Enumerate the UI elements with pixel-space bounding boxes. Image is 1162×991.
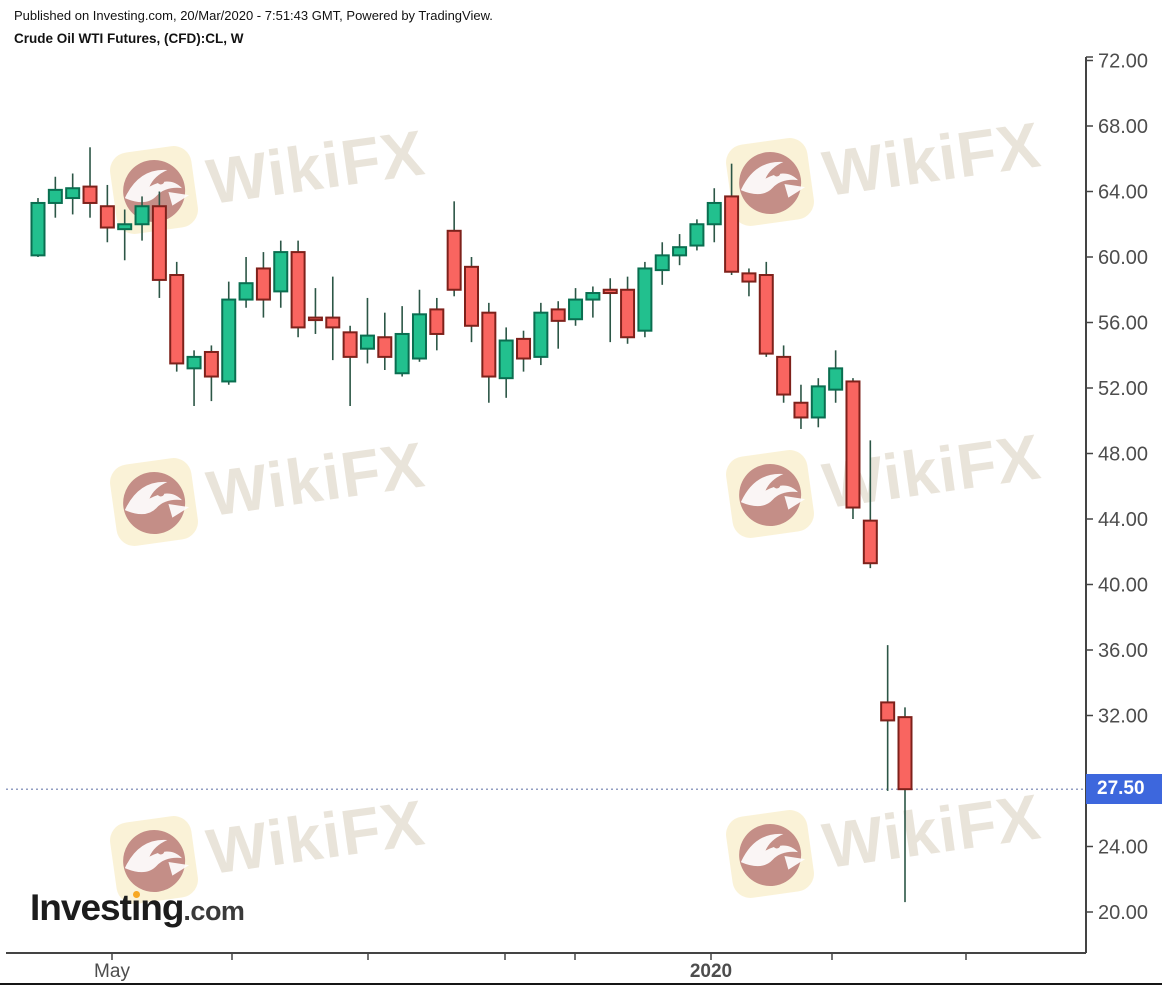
candle-body <box>620 288 636 339</box>
candle-body <box>47 188 63 204</box>
candle-body <box>342 331 358 358</box>
wikifx-watermark: WikiFX <box>107 780 430 907</box>
candle-body <box>810 385 826 419</box>
candle-body <box>65 187 81 200</box>
x-axis-label: 2020 <box>690 961 732 982</box>
candle-body <box>446 229 462 291</box>
wikifx-eagle-icon <box>726 810 814 898</box>
candle-body <box>273 251 289 293</box>
wikifx-watermark: WikiFX <box>107 110 430 237</box>
candle-body <box>776 355 792 396</box>
logo-part2: ng <box>140 887 184 928</box>
candle-body <box>533 311 549 358</box>
y-axis-tick-label: 68.00 <box>1098 116 1148 138</box>
wikifx-eagle-icon <box>110 146 198 234</box>
candle-body <box>845 380 861 509</box>
candle-body <box>186 355 202 370</box>
candle-body <box>793 401 809 419</box>
wikifx-eagle-icon <box>726 450 814 538</box>
y-axis-tick-label: 52.00 <box>1098 378 1148 400</box>
candle-body <box>203 350 219 378</box>
candle-body <box>758 274 774 355</box>
candle-body <box>828 367 844 391</box>
candle-body <box>741 272 757 283</box>
candle-body <box>169 274 185 365</box>
wikifx-eagle-icon <box>110 458 198 546</box>
candle-body <box>238 282 254 301</box>
logo-com-suffix: .com <box>183 896 245 926</box>
logo-orange-dot <box>132 891 140 898</box>
y-axis-tick-label: 56.00 <box>1098 313 1148 335</box>
candle-body <box>307 316 323 322</box>
candle-body <box>897 716 913 791</box>
wikifx-eagle-icon <box>110 816 198 904</box>
candle-body <box>429 308 445 335</box>
wikifx-watermark: WikiFX <box>723 102 1046 229</box>
y-axis-tick-label: 60.00 <box>1098 247 1148 269</box>
candle-body <box>99 205 115 229</box>
candle-body <box>117 223 133 231</box>
wikifx-watermark: WikiFX <box>723 414 1046 541</box>
candle-body <box>134 205 150 226</box>
candle-body <box>498 339 514 380</box>
logo-dotless-i: ı <box>130 887 141 928</box>
candle-body <box>151 205 167 281</box>
logo-part1: Invest <box>30 887 132 928</box>
candle-body <box>706 201 722 226</box>
candle-body <box>602 288 618 295</box>
candle-body <box>689 223 705 247</box>
y-axis-tick-label: 44.00 <box>1098 509 1148 531</box>
investing-logo: Investı ng.com <box>30 886 245 938</box>
candle-body <box>654 254 670 272</box>
y-axis-tick-label: 36.00 <box>1098 640 1148 662</box>
investing-logo-wordmark: Investı ng <box>30 887 184 928</box>
candle-body <box>30 201 46 257</box>
candle-body <box>290 251 306 329</box>
candle-body <box>359 334 375 350</box>
candle-body <box>516 337 532 360</box>
candle-body <box>411 313 427 360</box>
candle-body <box>862 519 878 565</box>
candle-body <box>550 308 566 322</box>
candle-body <box>255 267 271 301</box>
candle-body <box>880 701 896 722</box>
y-axis-tick-label: 24.00 <box>1098 837 1148 859</box>
y-axis-tick-label: 64.00 <box>1098 182 1148 204</box>
y-axis-tick-label: 48.00 <box>1098 444 1148 466</box>
y-axis-tick-label: 20.00 <box>1098 902 1148 924</box>
candle-body <box>672 246 688 257</box>
wikifx-watermark: WikiFX <box>107 422 430 549</box>
chart-title: Crude Oil WTI Futures, (CFD):CL, W <box>14 31 244 46</box>
candle-body <box>82 185 98 204</box>
published-line: Published on Investing.com, 20/Mar/2020 … <box>14 8 493 23</box>
candle-body <box>325 316 341 329</box>
candle-body <box>724 195 740 273</box>
x-axis-label: May <box>94 961 130 982</box>
candle-body <box>481 311 497 378</box>
y-axis-tick-label: 32.00 <box>1098 706 1148 728</box>
wikifx-watermark: WikiFX <box>723 774 1046 901</box>
candle-body <box>394 332 410 375</box>
candle-body <box>377 336 393 358</box>
y-axis-tick-label: 40.00 <box>1098 575 1148 597</box>
candle-body <box>464 265 479 327</box>
candle-body <box>568 298 584 321</box>
candle-body <box>221 298 237 383</box>
current-price-label: 27.50 <box>1086 774 1162 805</box>
y-axis-tick-label: 72.00 <box>1098 51 1148 73</box>
wikifx-eagle-icon <box>726 138 814 226</box>
candle-body <box>585 292 601 301</box>
candle-body <box>637 267 653 332</box>
